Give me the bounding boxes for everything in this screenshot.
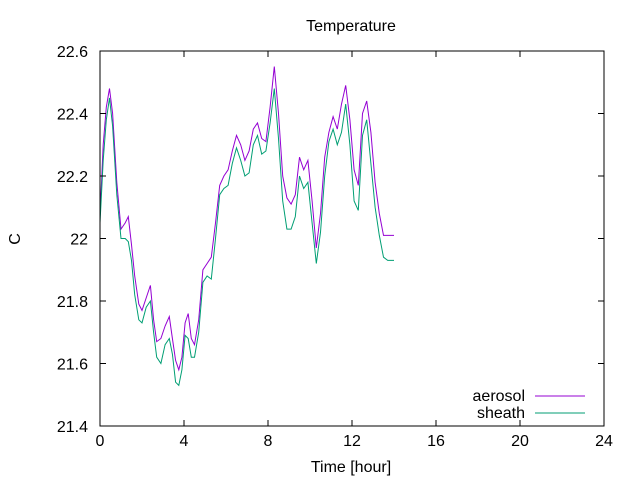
- y-tick-label: 22: [70, 232, 88, 249]
- tick-layer: 0 4 8 12 16 20 24 21.4 21.6 21.8 22 22.2 22.4 22.6: [57, 44, 613, 450]
- legend-label-sheath: sheath: [477, 405, 525, 422]
- y-tick-label: 21.8: [57, 294, 88, 311]
- series-line-sheath: [99, 88, 394, 387]
- chart-title: Temperature: [306, 18, 396, 35]
- x-tick-label: 16: [427, 433, 445, 450]
- series-layer: [99, 66, 394, 387]
- y-tick-label: 22.4: [57, 107, 88, 124]
- legend-label-aerosol: aerosol: [473, 388, 525, 405]
- x-axis-label: Time [hour]: [311, 459, 391, 476]
- x-tick-label: 12: [343, 433, 361, 450]
- x-tick-label: 0: [96, 433, 105, 450]
- series-line-aerosol: [99, 66, 394, 372]
- y-tick-label: 21.6: [57, 357, 88, 374]
- plot-frame: [99, 50, 605, 427]
- x-tick-label: 4: [180, 433, 189, 450]
- x-tick-label: 20: [511, 433, 529, 450]
- y-axis-label: C: [7, 233, 24, 245]
- y-tick-label: 22.2: [57, 169, 88, 186]
- x-tick-label: 24: [595, 433, 613, 450]
- y-tick-label: 21.4: [57, 419, 88, 436]
- x-tick-label: 8: [264, 433, 273, 450]
- y-tick-label: 22.6: [57, 44, 88, 61]
